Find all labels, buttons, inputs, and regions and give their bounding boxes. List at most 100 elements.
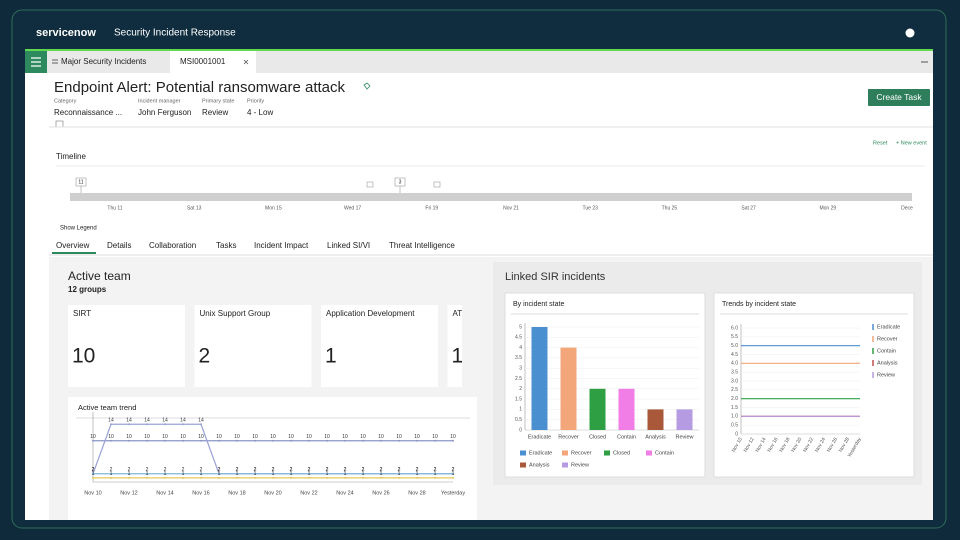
section-tab[interactable]: Details bbox=[107, 241, 131, 250]
data-label: 2 bbox=[272, 467, 275, 473]
data-label: 10 bbox=[198, 434, 204, 440]
data-label: 10 bbox=[90, 434, 96, 440]
data-label: 2 bbox=[272, 467, 275, 473]
data-label: 10 bbox=[234, 434, 240, 440]
point bbox=[110, 472, 112, 475]
data-label: 1 bbox=[398, 471, 401, 477]
point bbox=[236, 472, 238, 475]
bar[interactable] bbox=[589, 388, 606, 430]
point bbox=[380, 476, 382, 479]
data-label: 2 bbox=[434, 467, 437, 473]
create-task-button[interactable] bbox=[868, 89, 930, 106]
help-icon[interactable] bbox=[905, 28, 915, 38]
point bbox=[416, 472, 418, 475]
brand: servicenow bbox=[36, 27, 96, 39]
point bbox=[272, 476, 274, 479]
x-tick-label: Yesterday bbox=[441, 490, 466, 496]
x-tick-label: Nov 18 bbox=[228, 490, 245, 496]
point bbox=[200, 439, 202, 442]
group-count: 1 bbox=[452, 345, 464, 368]
data-label: 10 bbox=[288, 434, 294, 440]
point bbox=[326, 472, 328, 475]
data-label: 2 bbox=[164, 467, 167, 473]
point bbox=[344, 439, 346, 442]
point bbox=[182, 439, 184, 442]
data-label: 2 bbox=[92, 467, 95, 473]
data-label: 2 bbox=[434, 467, 437, 473]
point bbox=[434, 476, 436, 479]
point bbox=[110, 423, 112, 426]
x-tick-label: Nov 26 bbox=[372, 490, 389, 496]
section-tab[interactable]: Overview bbox=[56, 241, 90, 250]
point bbox=[218, 476, 220, 479]
y-tick-label: 4.5 bbox=[731, 352, 738, 358]
section-tab[interactable]: Incident Impact bbox=[254, 241, 309, 250]
data-label: 14 bbox=[126, 418, 132, 424]
bar[interactable] bbox=[618, 388, 635, 430]
point bbox=[92, 472, 94, 475]
timeline-date: Tue 23 bbox=[583, 205, 599, 211]
card-title: By incident state bbox=[513, 301, 564, 308]
y-tick-label: 2.5 bbox=[515, 376, 522, 382]
bar[interactable] bbox=[676, 409, 693, 430]
menu-icon bbox=[31, 57, 41, 67]
tab[interactable]: Major Security Incidents bbox=[61, 57, 146, 66]
y-tick-label: 1.5 bbox=[515, 396, 522, 402]
point bbox=[380, 439, 382, 442]
reset-link[interactable]: Reset bbox=[873, 140, 888, 146]
bar[interactable] bbox=[647, 409, 664, 430]
data-label: 2 bbox=[182, 467, 185, 473]
show-legend[interactable]: Show Legend bbox=[60, 226, 97, 232]
section-tab[interactable]: Threat Intelligence bbox=[389, 241, 455, 250]
timeline-event[interactable] bbox=[366, 181, 374, 188]
data-label: 2 bbox=[344, 467, 347, 473]
chart-card bbox=[713, 292, 915, 478]
team-card[interactable] bbox=[194, 305, 312, 387]
data-label: 2 bbox=[236, 467, 239, 473]
panel-title: Active team bbox=[68, 269, 131, 283]
bar[interactable] bbox=[560, 347, 577, 430]
point bbox=[254, 476, 256, 479]
active-tab[interactable] bbox=[170, 51, 256, 73]
tag-icon[interactable] bbox=[363, 82, 371, 90]
panel-title: Linked SIR incidents bbox=[505, 271, 606, 283]
team-card[interactable] bbox=[447, 305, 565, 387]
panel-subtitle: 12 groups bbox=[68, 285, 107, 294]
section-tab[interactable]: Tasks bbox=[216, 241, 236, 250]
bar[interactable] bbox=[531, 327, 548, 430]
data-label: 2 bbox=[146, 467, 149, 473]
team-card[interactable] bbox=[321, 305, 438, 387]
data-label: 10 bbox=[252, 434, 258, 440]
new-event-link[interactable]: + New event bbox=[896, 140, 927, 146]
timeline-event[interactable] bbox=[433, 181, 441, 188]
list-icon bbox=[52, 59, 58, 64]
x-tick-label: Analysis bbox=[645, 434, 666, 440]
tab[interactable]: MSI0001001 bbox=[180, 57, 226, 66]
timeline-date: Mon 15 bbox=[265, 205, 282, 211]
timeline-date: Sat 27 bbox=[741, 205, 756, 211]
x-tick-label: Nov 28 bbox=[408, 490, 425, 496]
data-label: 2 bbox=[290, 467, 293, 473]
data-label: 2 bbox=[254, 467, 257, 473]
point bbox=[92, 439, 94, 442]
trend-card bbox=[68, 397, 477, 520]
button-label[interactable]: Create Task bbox=[876, 92, 922, 102]
data-label: 10 bbox=[324, 434, 330, 440]
section-tab[interactable]: Collaboration bbox=[149, 241, 196, 250]
data-label: 2 bbox=[218, 467, 221, 473]
point bbox=[128, 423, 130, 426]
section-tab[interactable]: Linked SI/VI bbox=[327, 241, 370, 250]
data-label: 2 bbox=[326, 467, 329, 473]
field-label: Priority bbox=[247, 98, 264, 104]
data-label: 14 bbox=[198, 418, 204, 424]
point bbox=[218, 439, 220, 442]
group-name: AT bbox=[453, 309, 463, 318]
data-label: 2 bbox=[380, 467, 383, 473]
data-label: 2 bbox=[452, 467, 455, 473]
point bbox=[164, 423, 166, 426]
team-card[interactable] bbox=[68, 305, 185, 387]
legend-label: Contain bbox=[877, 348, 896, 354]
point bbox=[398, 472, 400, 475]
close-tab[interactable] bbox=[243, 59, 249, 65]
legend-label: Contain bbox=[655, 450, 674, 456]
